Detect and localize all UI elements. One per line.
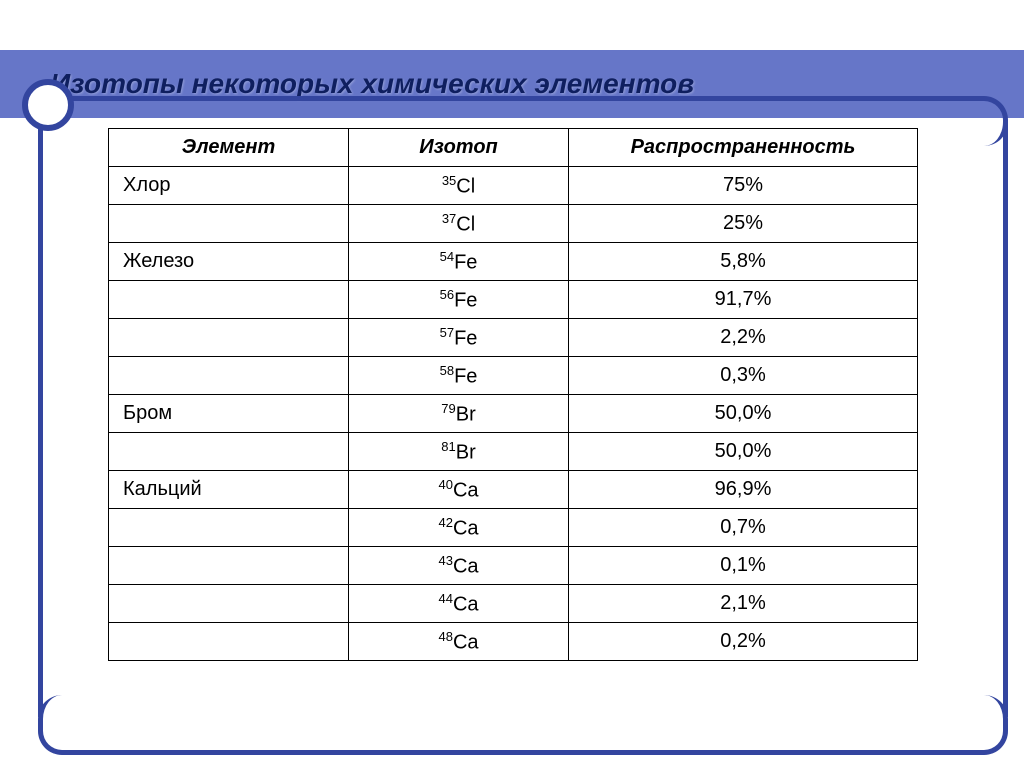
element-cell: Кальций (109, 471, 349, 509)
table-body: Хлор35Cl75%37Cl25%Железо54Fe5,8%56Fe91,7… (109, 167, 918, 661)
table-row: Хлор35Cl75% (109, 167, 918, 205)
isotope-cell: 35Cl (349, 167, 569, 205)
isotope-cell: 58Fe (349, 357, 569, 395)
element-cell (109, 433, 349, 471)
abundance-cell: 75% (569, 167, 918, 205)
slide: Изотопы некоторых химических элементов Э… (0, 0, 1024, 767)
frame-arc-bottom (38, 695, 1008, 755)
table-row: 58Fe0,3% (109, 357, 918, 395)
isotope-cell: 40Ca (349, 471, 569, 509)
frame-arc-right (988, 120, 1008, 717)
table-row: 57Fe2,2% (109, 319, 918, 357)
abundance-cell: 0,1% (569, 547, 918, 585)
abundance-cell: 96,9% (569, 471, 918, 509)
isotope-cell: 79Br (349, 395, 569, 433)
table-row: 56Fe91,7% (109, 281, 918, 319)
circle-decoration (22, 79, 74, 131)
abundance-cell: 0,7% (569, 509, 918, 547)
element-cell: Бром (109, 395, 349, 433)
isotope-cell: 54Fe (349, 243, 569, 281)
isotope-cell: 44Ca (349, 585, 569, 623)
abundance-cell: 0,3% (569, 357, 918, 395)
table-row: 42Ca0,7% (109, 509, 918, 547)
header-abundance: Распространенность (569, 129, 918, 167)
isotope-table-container: Элемент Изотоп Распространенность Хлор35… (108, 128, 918, 661)
abundance-cell: 2,1% (569, 585, 918, 623)
element-cell (109, 509, 349, 547)
table-row: Железо54Fe5,8% (109, 243, 918, 281)
table-row: 81Br50,0% (109, 433, 918, 471)
isotope-cell: 37Cl (349, 205, 569, 243)
element-cell (109, 205, 349, 243)
isotope-table: Элемент Изотоп Распространенность Хлор35… (108, 128, 918, 661)
abundance-cell: 5,8% (569, 243, 918, 281)
element-cell (109, 585, 349, 623)
abundance-cell: 25% (569, 205, 918, 243)
isotope-cell: 81Br (349, 433, 569, 471)
element-cell (109, 547, 349, 585)
element-cell (109, 281, 349, 319)
isotope-cell: 48Ca (349, 623, 569, 661)
abundance-cell: 91,7% (569, 281, 918, 319)
element-cell: Хлор (109, 167, 349, 205)
element-cell (109, 319, 349, 357)
table-row: Бром79Br50,0% (109, 395, 918, 433)
abundance-cell: 50,0% (569, 433, 918, 471)
table-row: 44Ca2,1% (109, 585, 918, 623)
table-row: 43Ca0,1% (109, 547, 918, 585)
element-cell (109, 623, 349, 661)
table-header-row: Элемент Изотоп Распространенность (109, 129, 918, 167)
isotope-cell: 43Ca (349, 547, 569, 585)
abundance-cell: 2,2% (569, 319, 918, 357)
abundance-cell: 50,0% (569, 395, 918, 433)
table-row: 37Cl25% (109, 205, 918, 243)
header-element: Элемент (109, 129, 349, 167)
header-isotope: Изотоп (349, 129, 569, 167)
isotope-cell: 56Fe (349, 281, 569, 319)
table-row: 48Ca0,2% (109, 623, 918, 661)
isotope-cell: 42Ca (349, 509, 569, 547)
isotope-cell: 57Fe (349, 319, 569, 357)
element-cell (109, 357, 349, 395)
table-row: Кальций40Ca96,9% (109, 471, 918, 509)
frame-arc-left (38, 120, 58, 717)
element-cell: Железо (109, 243, 349, 281)
abundance-cell: 0,2% (569, 623, 918, 661)
